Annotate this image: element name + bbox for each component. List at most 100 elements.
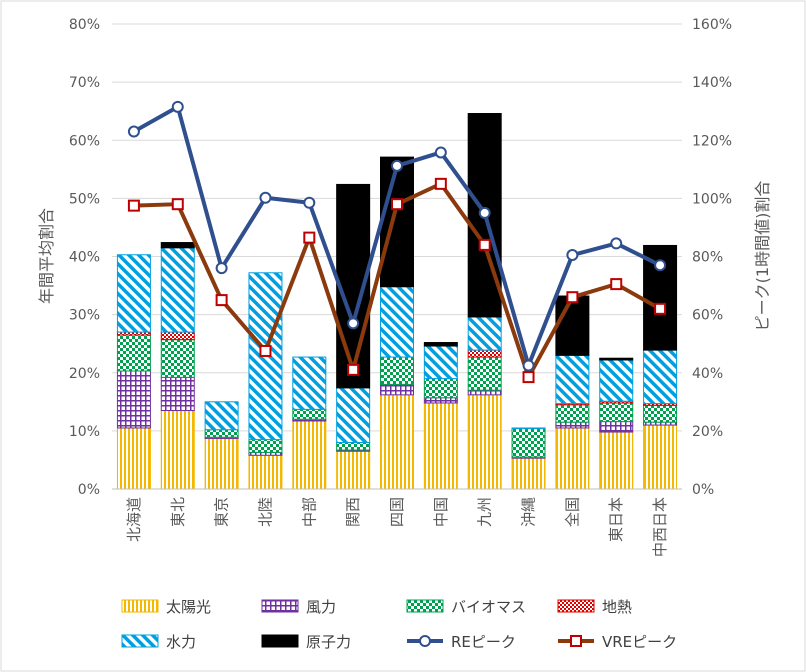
x-tick-label: 東北 [169, 497, 187, 527]
bar-segment [292, 420, 327, 490]
x-tick-label: 中西日本 [651, 497, 669, 557]
bar-segment [336, 442, 371, 451]
bar-segment [511, 428, 546, 458]
bar-segment [555, 421, 590, 429]
data-point [171, 198, 184, 211]
x-tick-label: 九州 [476, 497, 494, 527]
legend-swatch [261, 599, 299, 613]
legend-label: 風力 [306, 598, 336, 616]
bar-segment [555, 354, 590, 405]
y-left-tick-label: 30% [69, 308, 100, 324]
bar-segment [160, 247, 195, 333]
bar-segment [467, 394, 502, 490]
bar-segment [380, 356, 414, 385]
bar-segment [555, 404, 590, 423]
y-left-tick-label: 40% [69, 250, 100, 266]
y-right-tick-label: 0% [692, 482, 714, 498]
bar-segment [423, 378, 458, 399]
x-tick-label: 関西 [344, 497, 362, 527]
data-point [522, 371, 535, 384]
bar-segment [248, 439, 283, 453]
legend-marker [419, 635, 431, 647]
bar-segment [160, 339, 195, 378]
y-left-axis-title: 年間平均割合 [37, 208, 56, 304]
bar-segment [555, 427, 590, 490]
bar-segment [160, 242, 195, 249]
bar-segment [336, 387, 371, 443]
data-point [303, 196, 316, 209]
bar-segment [511, 427, 546, 430]
data-point [566, 249, 579, 262]
y-right-tick-label: 60% [692, 308, 723, 324]
bar-segment [467, 349, 502, 358]
bar-segment [380, 286, 414, 358]
bar-segment [204, 401, 239, 431]
bar-segment [423, 402, 458, 490]
y-left-tick-label: 80% [69, 17, 100, 33]
data-point [391, 198, 403, 211]
bar-segment [467, 316, 502, 351]
data-point [391, 159, 403, 172]
data-point [347, 363, 360, 376]
bar-segment [467, 389, 502, 396]
data-point [566, 291, 579, 304]
bar-segment [116, 370, 151, 429]
data-point [127, 125, 140, 138]
legend-label: 太陽光 [166, 598, 211, 616]
data-point [347, 317, 360, 330]
bar-segment [380, 383, 414, 396]
bar-segment [160, 376, 195, 412]
x-tick-label: 沖縄 [520, 497, 538, 527]
bar-segment [160, 410, 195, 490]
y-left-tick-label: 70% [69, 75, 100, 91]
bar-segment [204, 429, 239, 438]
legend-marker [570, 635, 582, 647]
bar-segment [467, 356, 502, 391]
data-point [610, 278, 623, 291]
bar-segment [248, 454, 283, 490]
x-tick-label: 中国 [432, 497, 450, 527]
data-point [303, 231, 316, 244]
bar-segment [116, 334, 151, 372]
data-point [478, 238, 491, 251]
bar-segment [511, 457, 546, 490]
y-right-tick-label: 140% [692, 75, 732, 91]
bar-segment [116, 254, 151, 333]
y-right-tick-label: 40% [692, 366, 723, 382]
x-tick-label: 中部 [300, 497, 318, 527]
y-left-tick-label: 0% [78, 482, 100, 498]
y-right-tick-label: 80% [692, 250, 723, 266]
x-tick-label: 全国 [563, 497, 581, 527]
y-right-axis-title: ピーク(1時間値)割合 [753, 181, 772, 332]
bar-segment [423, 345, 458, 380]
bar-segment [292, 356, 327, 410]
bar-segment [599, 359, 634, 402]
legend-swatch [406, 599, 444, 613]
legend-swatch [557, 599, 595, 613]
legend-label: VREピーク [602, 633, 677, 651]
x-tick-label: 四国 [388, 497, 406, 527]
y-right-tick-label: 100% [692, 191, 732, 207]
bar-segment [555, 295, 590, 356]
data-point [127, 199, 140, 212]
data-point [259, 191, 272, 204]
bar-segment [380, 156, 414, 288]
bar-segment [599, 357, 634, 361]
bar-segment [599, 431, 634, 490]
bar-segment [336, 450, 371, 490]
bar-segment [292, 408, 327, 420]
legend-swatch [121, 634, 159, 648]
bar-segment [643, 349, 678, 405]
data-point [654, 302, 667, 315]
legend-swatch [261, 634, 299, 648]
data-point [215, 262, 228, 275]
legend-label: バイオマス [451, 598, 526, 616]
data-point [215, 294, 228, 307]
legend-label: 水力 [166, 633, 196, 651]
data-point [434, 146, 447, 159]
data-point [259, 344, 272, 357]
data-point [171, 100, 184, 113]
bar-segment [423, 342, 458, 347]
